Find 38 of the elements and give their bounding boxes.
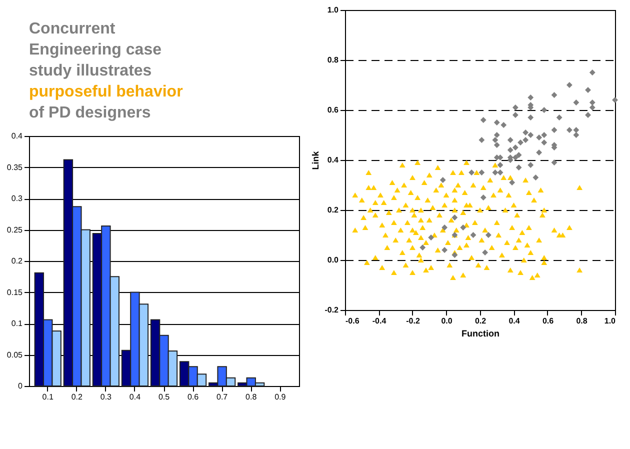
text: of PD designers bbox=[29, 104, 151, 122]
y-tick-label: 0.05 bbox=[6, 350, 24, 360]
x-tick-label: 0.8 bbox=[246, 392, 258, 402]
x-tick-label: 0.6 bbox=[542, 316, 554, 326]
y-tick-label: 0.8 bbox=[327, 56, 340, 64]
y-tick-label: 0.0 bbox=[327, 256, 340, 264]
chart-subtitle: purposeful behavior bbox=[29, 84, 183, 100]
y-tick-label: 1.0 bbox=[327, 6, 340, 14]
x-tick-label: 0.4 bbox=[129, 392, 142, 402]
x-tick-label: 0.6 bbox=[187, 392, 200, 402]
x-tick-label: 0.2 bbox=[474, 316, 487, 326]
x-tick-label: 0.7 bbox=[216, 392, 228, 402]
y-tick-label: 0.4 bbox=[327, 156, 340, 164]
y-tick-label: -0.2 bbox=[324, 306, 340, 314]
y-tick-label: 0 bbox=[18, 382, 24, 390]
chart-title: Concurrent Engineering case study illustrates bbox=[29, 20, 162, 80]
x-tick-label: 0.4 bbox=[508, 316, 520, 326]
x-tick-label: 0.9 bbox=[274, 392, 286, 402]
y-tick-label: 0.15 bbox=[6, 288, 24, 297]
x-tick-label: -0.4 bbox=[372, 316, 387, 326]
y-tick-label: 0.6 bbox=[327, 106, 340, 114]
x-tick-label: 0.0 bbox=[441, 316, 453, 326]
x-tick-label: 0.8 bbox=[576, 316, 588, 326]
x-tick-label: 0.2 bbox=[71, 392, 84, 402]
x-tick-label: 1.0 bbox=[604, 316, 616, 326]
y-tick-label: 0.3 bbox=[11, 194, 24, 203]
x-tick-label: -0.2 bbox=[406, 316, 420, 326]
x-tick-label: -0.6 bbox=[346, 316, 360, 326]
y-tick-label: 0.2 bbox=[327, 206, 340, 214]
y-tick-label: 0.35 bbox=[6, 162, 24, 172]
y-tick-label: 0.25 bbox=[6, 225, 24, 234]
y-tick-label: 0.2 bbox=[11, 256, 24, 266]
y-tick-label: 0.4 bbox=[11, 132, 24, 140]
x-axis-title: Function bbox=[462, 328, 500, 338]
x-tick-label: 0.1 bbox=[42, 392, 54, 402]
x-tick-label: 0.3 bbox=[100, 392, 112, 402]
y-axis-title: Link bbox=[310, 150, 321, 170]
x-tick-label: 0.5 bbox=[158, 392, 170, 402]
